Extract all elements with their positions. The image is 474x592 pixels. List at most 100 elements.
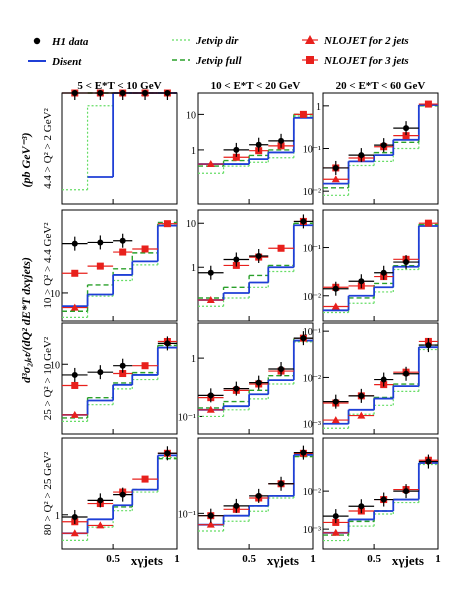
y-tick-label: 10⁻¹ — [178, 509, 196, 520]
panel-r2-c0: 10 — [50, 322, 178, 435]
panel-r0-c1: 10 1 — [186, 92, 314, 205]
nlojet2-point — [331, 416, 340, 424]
nlojet3-point — [424, 100, 432, 108]
nlojet2-point — [70, 529, 79, 537]
data-point — [71, 240, 78, 247]
data-point — [97, 497, 104, 504]
data-point — [358, 278, 365, 285]
nlojet3-point — [424, 219, 432, 227]
data-point — [97, 90, 104, 96]
nlojet2-point — [357, 411, 366, 419]
data-point — [71, 513, 78, 520]
panel-r3-c0: 10.5 1 — [55, 437, 180, 565]
panel-frame — [61, 209, 178, 322]
legend-entry-jetvip-dir: Jetvip dir — [172, 35, 239, 47]
y-tick-label: 10 — [186, 219, 196, 230]
legend-label-jetvip-full: Jetvip full — [195, 55, 242, 67]
x-tick-label: 0.5 — [242, 553, 256, 565]
y-tick-label: 1 — [191, 354, 196, 365]
x-tick-label: 0.5 — [367, 553, 381, 565]
nlojet2-point — [206, 405, 215, 413]
x-axis-labels: xγjets xγjets xγjets — [131, 553, 424, 568]
data-point — [300, 449, 307, 456]
panel-r0-c2: 1 10⁻¹ 10⁻² — [303, 92, 439, 205]
data-point — [207, 392, 214, 399]
data-point — [71, 90, 78, 96]
data-point — [255, 253, 262, 260]
nlojet3-point — [119, 370, 127, 378]
nlojet2-point — [96, 521, 105, 529]
y-axis-label-text: d³σ₂ⱼₑₜ/(dQ² dE*T dxγjets) — [19, 257, 33, 383]
x-tick-label: 1 — [310, 553, 316, 565]
data-point — [207, 512, 214, 519]
row-labels: 4.4 > Q² > 2 GeV² 10 > Q² > 4.4 GeV² 25 > … — [42, 107, 54, 535]
data-point — [278, 137, 285, 144]
y-tick-label: 10⁻² — [303, 187, 321, 198]
data-point — [403, 488, 410, 495]
panel-frame — [197, 322, 314, 435]
nlojet3-point — [299, 110, 307, 118]
y-tick-label: 10 — [50, 360, 60, 371]
nlojet2-point — [206, 160, 215, 168]
data-point — [164, 450, 171, 457]
data-point — [119, 90, 126, 96]
panels: 10 1 1 10⁻¹ 10⁻² 10 10 1 10⁻¹ 10⁻² 10 1 10⁻¹ 10⁻¹ 10⁻²… — [50, 89, 441, 565]
legend-entry-nlojet-3: NLOJET for 3 jets — [302, 55, 409, 67]
data-point — [97, 369, 104, 376]
nlojet3-point — [232, 153, 240, 161]
data-point — [255, 379, 262, 386]
y-tick-label: 1 — [191, 146, 196, 157]
nlojet3-point — [119, 248, 127, 256]
y-tick-label: 10⁻² — [303, 373, 321, 384]
data-point — [332, 398, 339, 405]
column-header-0: 5 < E*T < 10 GeV — [77, 80, 161, 92]
panel-r1-c0: 10 — [50, 209, 178, 322]
y-tick-label: 1 — [316, 102, 321, 113]
y-tick-label: 10⁻¹ — [303, 145, 321, 156]
panel-r2-c1: 1 10⁻¹ — [178, 322, 314, 435]
data-point — [255, 492, 262, 499]
panel-frame — [197, 209, 314, 322]
panel-r3-c1: 10⁻¹ 0.5 1 — [178, 437, 316, 565]
panel-r1-c1: 10 1 — [186, 209, 314, 322]
x-tick-label: 1 — [435, 553, 441, 565]
y-tick-label: 10⁻² — [303, 292, 321, 303]
y-tick-label: 1 — [191, 263, 196, 274]
column-headers: 5 < E*T < 10 GeV 10 < E*T < 20 GeV 20 < E*… — [77, 80, 425, 92]
data-point — [380, 376, 387, 383]
data-point — [403, 125, 410, 132]
nlojet2-point — [331, 175, 340, 183]
data-point — [358, 152, 365, 159]
data-point — [233, 146, 240, 153]
nlojet3-point — [96, 262, 104, 270]
y-tick-label: 10 — [186, 110, 196, 121]
data-point — [332, 285, 339, 292]
legend-label-disent: Disent — [51, 56, 82, 68]
nlojet3-point — [141, 245, 149, 253]
legend-label-jetvip-dir: Jetvip dir — [195, 35, 239, 47]
nlojet3-point — [277, 244, 285, 252]
x-tick-label: 0.5 — [106, 553, 120, 565]
x-axis-label-2: xγjets — [392, 553, 424, 568]
x-tick-label: 1 — [174, 553, 180, 565]
nlojet3-point — [71, 269, 79, 277]
data-point — [233, 256, 240, 263]
data-point — [332, 513, 339, 520]
data-point — [403, 370, 410, 377]
data-point — [300, 335, 307, 342]
panel-r3-c2: 10⁻² 10⁻³ 0.5 1 — [303, 437, 441, 565]
x-axis-label-1: xγjets — [267, 553, 299, 568]
legend-entry-h1-data: H1 data — [33, 36, 89, 48]
data-point — [207, 269, 214, 276]
data-point — [255, 141, 262, 148]
y-axis-unit: (pb GeV⁻³) — [19, 133, 33, 188]
panel-r1-c2: 10⁻¹ 10⁻² — [303, 209, 439, 322]
data-point — [164, 90, 171, 96]
x-axis-label-0: xγjets — [131, 553, 163, 568]
panel-frame — [322, 322, 439, 435]
y-tick-label: 10⁻¹ — [178, 412, 196, 423]
y-tick-label: 10⁻¹ — [303, 327, 321, 338]
nlojet3-point — [402, 132, 410, 140]
nlojet3-point — [141, 362, 149, 370]
